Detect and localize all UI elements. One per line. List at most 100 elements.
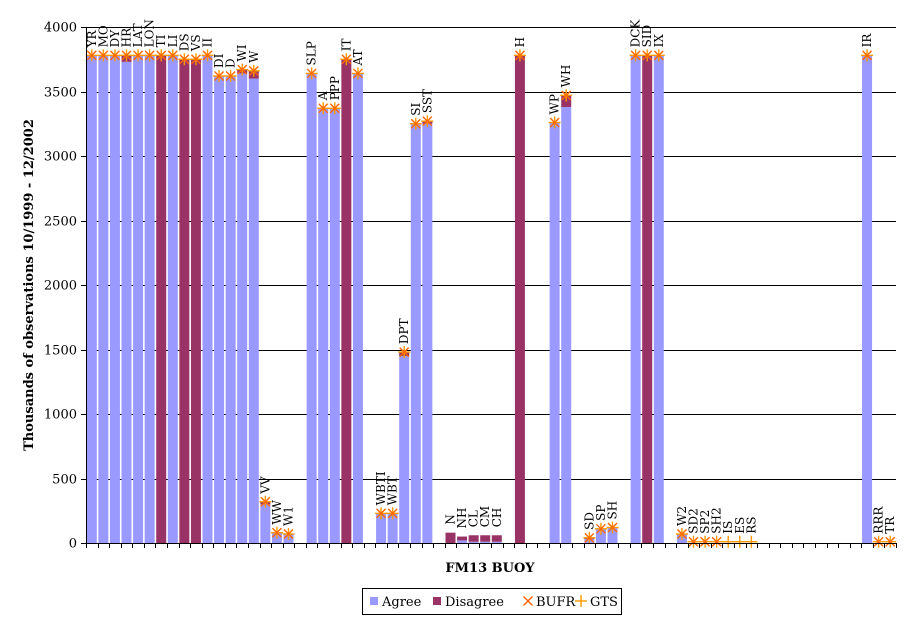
bufr-marker: [676, 528, 687, 539]
bar-agree: [480, 541, 491, 543]
bufr-marker: [341, 54, 352, 65]
bufr-marker: [98, 50, 109, 61]
marker-stroke: [225, 71, 236, 82]
x-axis-title: FM13 BUOY: [445, 561, 535, 576]
category-label: RRR: [872, 506, 886, 534]
bufr-marker: [561, 90, 572, 101]
bufr-marker: [318, 103, 329, 114]
category-label: IR: [860, 33, 874, 48]
bar-agree: [468, 541, 479, 543]
bufr-marker: [653, 50, 664, 61]
bufr-marker: [885, 536, 896, 547]
legend-swatch-agree: [370, 597, 378, 605]
bufr-marker: [86, 50, 97, 61]
y-tick-label: 3000: [44, 150, 77, 165]
bufr-marker: [688, 536, 699, 547]
marker-stroke: [642, 50, 653, 61]
marker-stroke: [700, 536, 711, 547]
bar-agree: [376, 513, 387, 543]
category-label: SLP: [305, 41, 319, 65]
category-label: IT: [339, 39, 353, 52]
marker-stroke: [341, 54, 352, 65]
marker-stroke: [630, 50, 641, 61]
marker-stroke: [214, 71, 225, 82]
marker-stroke: [318, 103, 329, 114]
legend: Agree Disagree BUFR GTS: [362, 588, 622, 615]
bufr-marker: [271, 527, 282, 538]
category-label: NH: [455, 508, 469, 529]
bufr-marker: [399, 347, 410, 358]
legend-marker-bufr: [523, 596, 533, 606]
category-label: WI: [235, 44, 249, 61]
category-label: DPT: [397, 318, 411, 344]
category-label: IS: [721, 521, 735, 534]
marker-stroke: [260, 496, 271, 507]
bufr-marker: [167, 50, 178, 61]
y-tick-label: 500: [52, 473, 77, 488]
category-label: CL: [467, 510, 481, 527]
category-label: HR: [120, 27, 134, 47]
bar-agree: [144, 55, 155, 543]
marker-stroke: [190, 54, 201, 65]
bufr-marker: [711, 536, 722, 547]
bufr-marker: [190, 54, 201, 65]
category-label: CH: [490, 508, 504, 528]
marker-stroke: [352, 68, 363, 79]
bufr-marker: [156, 50, 167, 61]
category-label: TR: [883, 516, 897, 534]
bufr-marker: [642, 50, 653, 61]
marker-stroke: [873, 536, 884, 547]
marker-stroke: [202, 50, 213, 61]
category-label: SST: [420, 89, 434, 113]
category-label: D: [224, 58, 238, 68]
bufr-marker: [514, 50, 525, 61]
marker-stroke: [86, 50, 97, 61]
legend-marker-gts: [575, 595, 587, 607]
bar-disagree: [179, 59, 190, 543]
marker-stroke: [422, 116, 433, 127]
marker-stroke: [271, 527, 282, 538]
bar-disagree: [341, 59, 352, 543]
y-tick-label: 4000: [44, 21, 77, 36]
bufr-marker: [700, 536, 711, 547]
marker-stroke: [387, 508, 398, 519]
legend-label-gts: GTS: [590, 595, 618, 610]
category-label: WW: [270, 499, 284, 524]
category-label: DY: [108, 29, 122, 48]
category-label: PPP: [328, 76, 342, 100]
marker-stroke: [237, 64, 248, 75]
bar-agree: [318, 108, 329, 544]
bar-agree: [248, 78, 259, 543]
category-label: W1: [282, 506, 296, 526]
bufr-marker: [179, 54, 190, 65]
legend-label-agree: Agree: [381, 595, 422, 610]
y-tick-label: 3500: [44, 86, 77, 101]
marker-stroke: [711, 536, 722, 547]
bar-disagree: [190, 59, 201, 543]
bars: [86, 55, 873, 544]
marker-stroke: [688, 536, 699, 547]
gts-marker: [745, 535, 758, 548]
y-tick-label: 1500: [44, 344, 77, 359]
bar-disagree: [445, 532, 456, 543]
marker-stroke: [133, 50, 144, 61]
category-label: LON: [143, 19, 157, 47]
category-label: DCK: [629, 19, 643, 48]
category-label: SI: [409, 103, 423, 116]
category-label: A: [316, 91, 330, 101]
y-tick-label: 1000: [44, 408, 77, 423]
category-label: IX: [652, 34, 666, 48]
marker-stroke: [584, 532, 595, 543]
marker-stroke: [98, 50, 109, 61]
y-tick-label: 0: [69, 537, 77, 552]
category-label: II: [201, 38, 215, 48]
marker-stroke: [109, 50, 120, 61]
bufr-marker: [862, 50, 873, 61]
bar-agree: [653, 55, 664, 543]
bufr-marker: [214, 71, 225, 82]
category-label: SP: [594, 505, 608, 521]
bar-disagree: [491, 535, 502, 542]
marker-stroke: [179, 54, 190, 65]
category-label: DS: [177, 33, 191, 51]
